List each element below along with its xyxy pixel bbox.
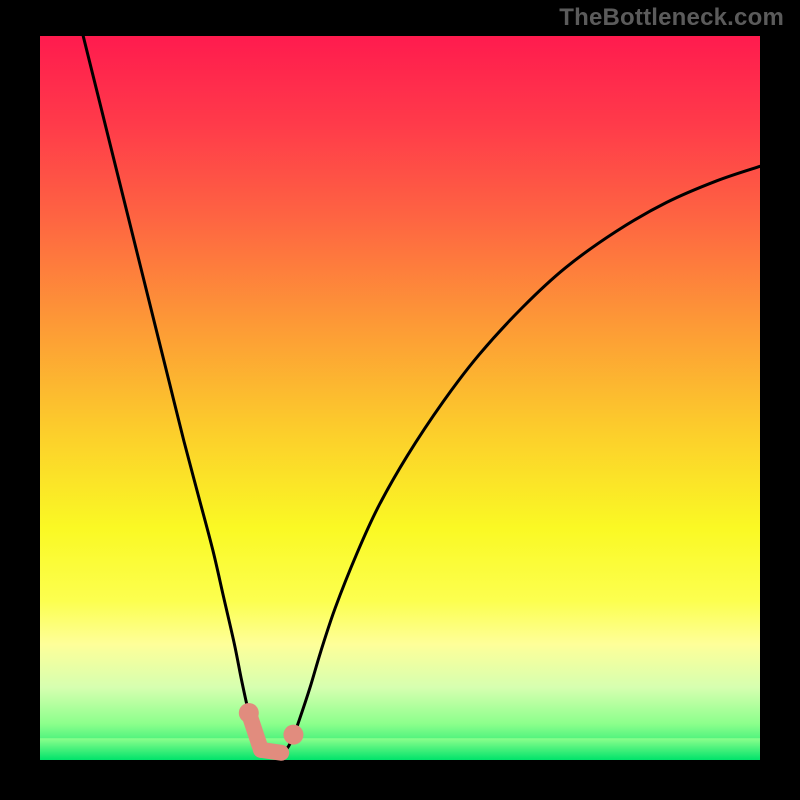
green-band	[40, 738, 760, 760]
watermark-text: TheBottleneck.com	[559, 4, 784, 32]
chart-stage: TheBottleneck.com	[0, 0, 800, 800]
highlight-dot	[239, 703, 259, 723]
gradient-background	[40, 36, 760, 760]
highlight-segment	[261, 750, 281, 753]
highlight-dot	[283, 725, 303, 745]
chart-svg	[0, 0, 800, 800]
